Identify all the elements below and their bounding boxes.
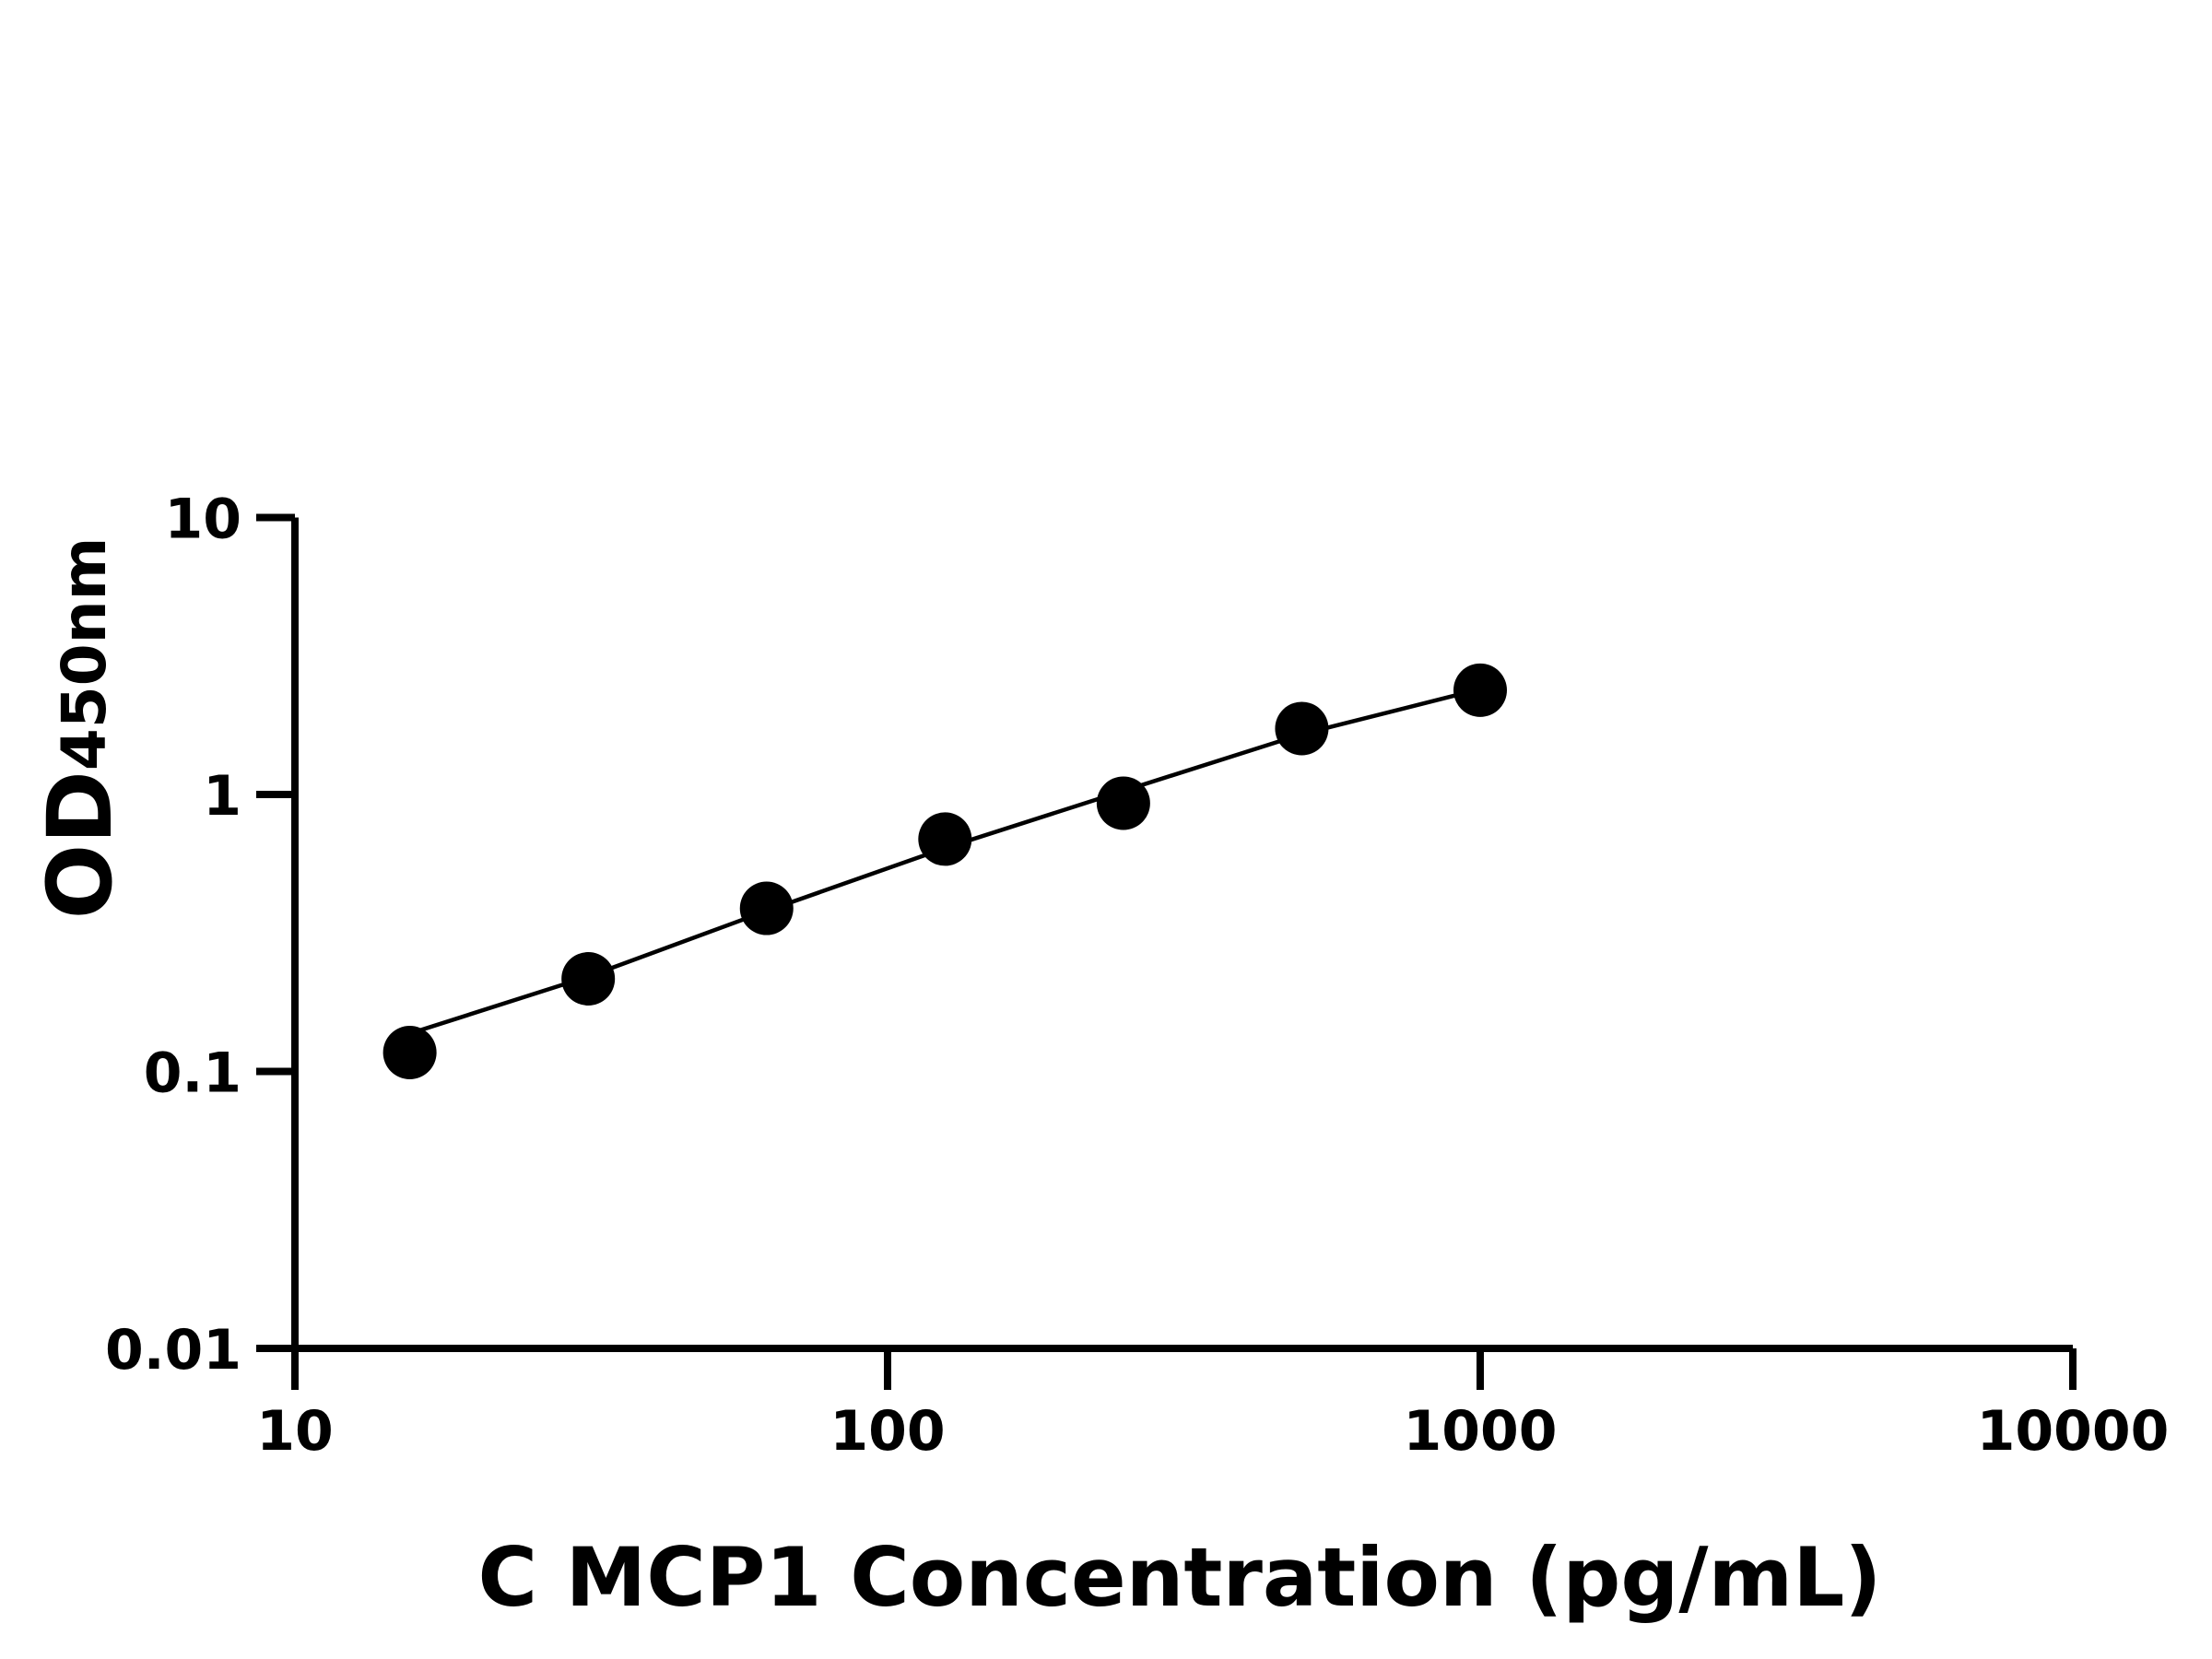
- data-point: [382, 1026, 437, 1080]
- x-tick-label: 10: [256, 1399, 334, 1464]
- y-axis-label: OD450nm: [29, 537, 132, 920]
- x-tick-label: 100: [830, 1399, 945, 1464]
- y-tick-label: 0.01: [105, 1318, 241, 1382]
- axes: 10 100 1000 10000 0.01 0.1 1 10: [105, 488, 2169, 1465]
- marks: [382, 663, 1507, 1080]
- x-tick-label: 10000: [1977, 1399, 2170, 1464]
- data-point: [918, 812, 972, 866]
- y-tick-label: 0.1: [144, 1041, 241, 1106]
- y-axis-label-main: OD: [29, 771, 132, 919]
- y-tick-label: 10: [165, 488, 242, 552]
- data-point: [1453, 663, 1507, 717]
- data-point: [739, 881, 794, 935]
- data-point: [561, 951, 616, 1006]
- x-axis-label: C MCP1 Concentration (pg/mL): [477, 1530, 1881, 1625]
- data-point: [1275, 701, 1329, 756]
- x-tick-label: 1000: [1404, 1399, 1558, 1464]
- data-point: [1096, 776, 1150, 830]
- y-axis-label-sub: 450nm: [49, 537, 120, 771]
- y-tick-label: 1: [203, 764, 241, 829]
